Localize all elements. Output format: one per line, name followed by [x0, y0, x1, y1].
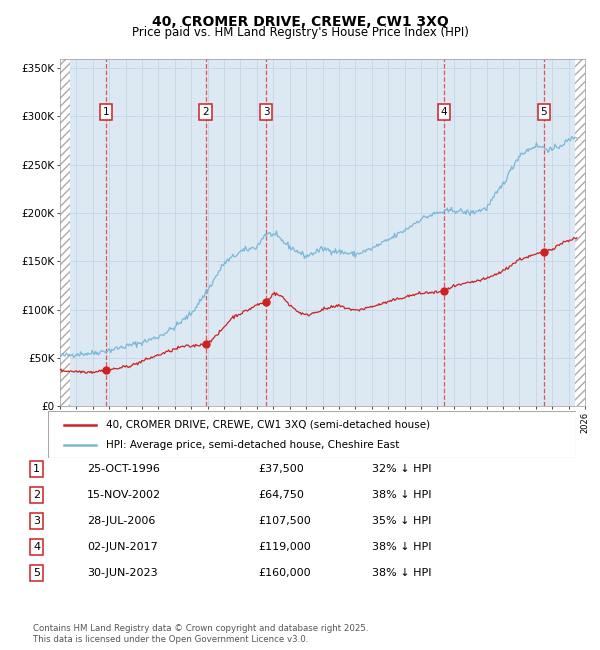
- Text: 02-JUN-2017: 02-JUN-2017: [87, 542, 158, 552]
- Text: 25-OCT-1996: 25-OCT-1996: [87, 464, 160, 474]
- Text: £37,500: £37,500: [258, 464, 304, 474]
- Text: 4: 4: [441, 107, 448, 116]
- FancyBboxPatch shape: [48, 411, 576, 458]
- Text: 5: 5: [33, 568, 40, 578]
- Text: 1: 1: [103, 107, 109, 116]
- Text: 5: 5: [541, 107, 547, 116]
- Text: 32% ↓ HPI: 32% ↓ HPI: [372, 464, 431, 474]
- Text: 35% ↓ HPI: 35% ↓ HPI: [372, 516, 431, 526]
- Text: 2: 2: [33, 490, 40, 501]
- Text: Price paid vs. HM Land Registry's House Price Index (HPI): Price paid vs. HM Land Registry's House …: [131, 26, 469, 39]
- Text: 40, CROMER DRIVE, CREWE, CW1 3XQ (semi-detached house): 40, CROMER DRIVE, CREWE, CW1 3XQ (semi-d…: [106, 419, 430, 430]
- Text: £64,750: £64,750: [258, 490, 304, 501]
- Text: 15-NOV-2002: 15-NOV-2002: [87, 490, 161, 501]
- Text: Contains HM Land Registry data © Crown copyright and database right 2025.
This d: Contains HM Land Registry data © Crown c…: [33, 624, 368, 644]
- Text: 40, CROMER DRIVE, CREWE, CW1 3XQ: 40, CROMER DRIVE, CREWE, CW1 3XQ: [152, 15, 448, 29]
- Text: HPI: Average price, semi-detached house, Cheshire East: HPI: Average price, semi-detached house,…: [106, 440, 400, 450]
- Text: 38% ↓ HPI: 38% ↓ HPI: [372, 568, 431, 578]
- Text: 1: 1: [33, 464, 40, 474]
- Text: 3: 3: [33, 516, 40, 526]
- Text: 4: 4: [33, 542, 40, 552]
- Text: 38% ↓ HPI: 38% ↓ HPI: [372, 542, 431, 552]
- Text: 2: 2: [202, 107, 209, 116]
- Text: £107,500: £107,500: [258, 516, 311, 526]
- Text: 38% ↓ HPI: 38% ↓ HPI: [372, 490, 431, 501]
- Text: £119,000: £119,000: [258, 542, 311, 552]
- Text: 3: 3: [263, 107, 269, 116]
- Text: 30-JUN-2023: 30-JUN-2023: [87, 568, 158, 578]
- Text: 28-JUL-2006: 28-JUL-2006: [87, 516, 155, 526]
- Text: £160,000: £160,000: [258, 568, 311, 578]
